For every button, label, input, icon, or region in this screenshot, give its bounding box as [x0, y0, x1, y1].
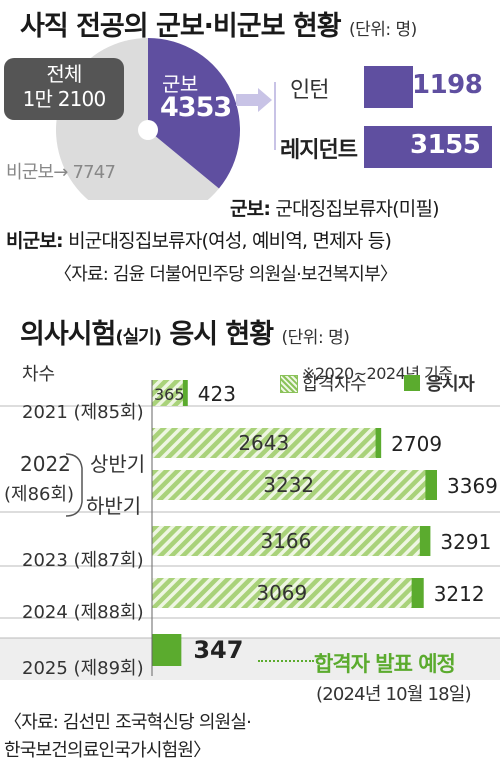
pie-unit: (단위: 명): [348, 20, 417, 40]
legend-swatch-applicants: [404, 375, 420, 391]
breakdown-value-resident: 3155: [410, 130, 481, 160]
total-box: 전체 1만 2100: [4, 58, 124, 120]
label-applicants: 3369: [447, 474, 498, 498]
breakdown-bar-intern: [364, 66, 413, 108]
breakdown-bar-resident: [364, 126, 492, 168]
military-slice-label: 군보: [162, 72, 198, 96]
row-label-2023: 2023 (제87회): [22, 550, 144, 571]
legend: 합격자수 응시자: [280, 366, 500, 396]
label-applicants: 347: [193, 636, 243, 664]
pie-arrowhead: [258, 88, 272, 112]
label-passed: 365: [154, 385, 185, 404]
non-military-label: 비군보→ 7747: [6, 162, 116, 183]
military-slice-value: 4353: [160, 92, 232, 123]
bar-passed: [152, 428, 376, 458]
bar-passed: [152, 380, 183, 406]
pie-chart-title: 사직 전공의 군보·비군보 현황 (단위: 명): [20, 11, 417, 42]
row-label-2022-second-half: 하반기: [86, 494, 142, 518]
pending-date: (2024년 10월 18일): [316, 684, 472, 705]
pending-dots: [258, 660, 314, 662]
definition-non-military: 비군보: 비군대징집보류자(여성, 예비역, 면제자 등): [6, 230, 392, 252]
pie-source: 〈자료: 김윤 더불어민주당 의원실·보건복지부〉: [54, 264, 398, 285]
pending-note: 합격자 발표 예정: [314, 652, 456, 676]
label-applicants: 3212: [434, 582, 485, 606]
row-bg-2025: [0, 638, 500, 680]
label-passed: 3232: [263, 473, 314, 497]
pie-slice-military: [148, 38, 240, 189]
bar-source-line2: 한국보건의료인국가시험원〉: [4, 740, 211, 761]
label-applicants: 2709: [391, 432, 442, 456]
bar-passed: [152, 578, 412, 608]
bracket-2022: [65, 453, 83, 517]
bar-unit: (단위: 명): [281, 328, 350, 348]
definition-military: 군보: 군대징집보류자(미필): [230, 198, 440, 220]
bar-source-line1: 〈자료: 김선민 조국혁신당 의원실·: [4, 712, 252, 733]
bar-chart: 365 423 2643 2709 3232 3369 3166 3291 3069 3212 34…: [0, 380, 500, 680]
breakdown-label-resident: 레지던트: [280, 138, 358, 163]
label-applicants: 423: [198, 382, 236, 406]
breakdown-value-intern: 1198: [412, 70, 483, 100]
row-label-2021: 2021 (제85회): [22, 402, 144, 423]
pie-center-hole: [138, 120, 158, 140]
legend-label-passed: 합격자수: [302, 374, 367, 395]
row-label-2022-round: (제86회): [4, 484, 75, 505]
label-passed: 2643: [238, 431, 289, 455]
bar-passed: [152, 526, 420, 556]
round-header: 차수: [22, 364, 56, 385]
row-label-2025: 2025 (제89회): [22, 658, 144, 679]
legend-swatch-passed: [280, 375, 298, 393]
label-passed: 3166: [260, 529, 311, 553]
row-label-2024: 2024 (제88회): [22, 602, 144, 623]
total-label: 전체: [46, 62, 82, 86]
label-passed: 3069: [256, 581, 307, 605]
bar-applicants: [152, 634, 182, 666]
row-label-2022-year: 2022: [20, 452, 71, 476]
legend-label-applicants: 응시자: [426, 374, 475, 395]
bar-passed: [152, 470, 426, 500]
bar-chart-title: 의사시험(실기) 응시 현황 (단위: 명): [20, 319, 350, 350]
total-value: 1만 2100: [22, 87, 107, 111]
breakdown-label-intern: 인턴: [290, 78, 329, 103]
label-applicants: 3291: [440, 530, 491, 554]
row-label-2022-first-half: 상반기: [90, 452, 146, 476]
